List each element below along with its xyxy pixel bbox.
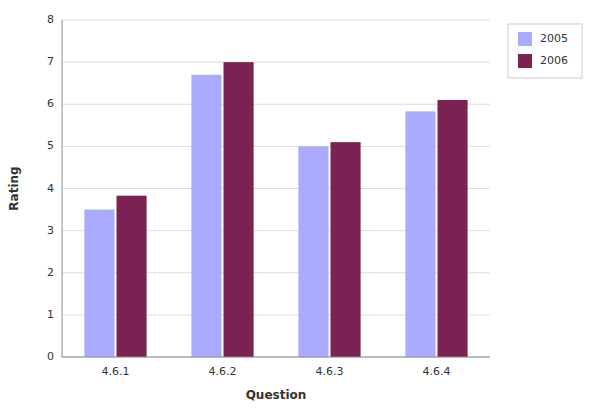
y-tick-label: 0	[47, 350, 54, 363]
y-tick-label: 6	[47, 97, 54, 110]
chart-container: 0 1 2 3 4 5 6 7 8 4.6.1 4.6.2 4.6.3 4.6.4 Question Rat…	[0, 0, 600, 413]
x-tick-label: 4.6.1	[102, 365, 130, 378]
bar	[191, 75, 221, 357]
legend: 2005 2006	[508, 24, 582, 78]
chart-svg: 0 1 2 3 4 5 6 7 8 4.6.1 4.6.2 4.6.3 4.6.4 Question Rat…	[0, 0, 600, 413]
grid-line	[62, 357, 490, 358]
bar	[84, 210, 114, 357]
y-grid	[62, 20, 490, 357]
y-tick-label: 5	[47, 139, 54, 152]
bar	[117, 196, 147, 357]
legend-label: 2005	[540, 32, 568, 45]
y-tick-label: 7	[47, 55, 54, 68]
y-tick-label: 2	[47, 266, 54, 279]
y-tick-label: 4	[47, 182, 54, 195]
bar	[405, 111, 435, 357]
legend-label: 2006	[540, 54, 568, 67]
y-axis-line	[62, 20, 63, 357]
y-tick-label: 8	[47, 13, 54, 26]
x-tick-label: 4.6.2	[209, 365, 237, 378]
bar	[331, 142, 361, 357]
bar	[298, 146, 328, 357]
legend-box	[508, 24, 582, 78]
bar	[224, 62, 254, 357]
legend-swatch	[518, 32, 532, 46]
bars	[84, 62, 467, 357]
y-tick-label: 3	[47, 224, 54, 237]
grid-line	[62, 20, 490, 21]
y-axis-title: Rating	[7, 166, 21, 210]
grid-line	[62, 104, 490, 105]
y-tick-label: 1	[47, 308, 54, 321]
legend-swatch	[518, 54, 532, 68]
bar	[438, 100, 468, 357]
x-axis-line	[62, 357, 490, 358]
x-tick-label: 4.6.3	[316, 365, 344, 378]
grid-line	[62, 62, 490, 63]
x-tick-label: 4.6.4	[423, 365, 451, 378]
x-axis-title: Question	[246, 388, 307, 402]
